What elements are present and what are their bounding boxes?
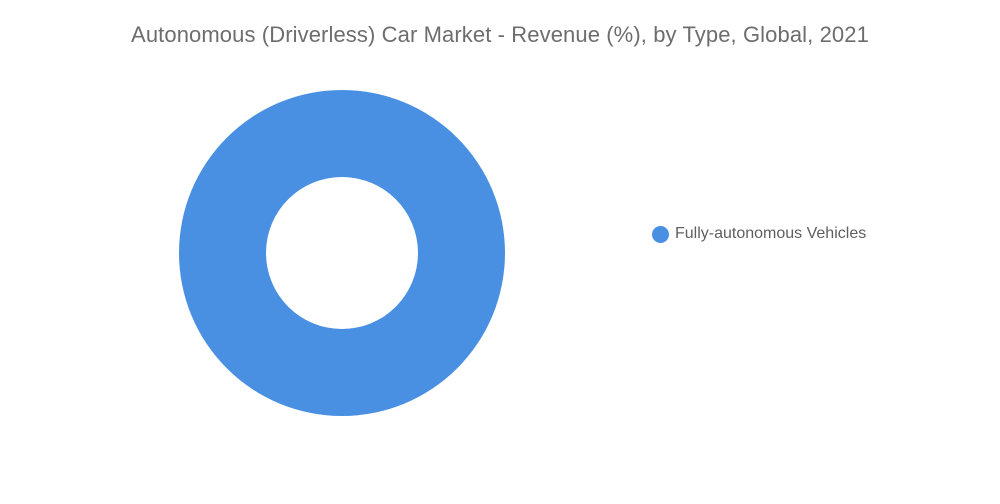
legend-swatch: [652, 225, 669, 243]
legend: Fully-autonomous Vehicles: [652, 225, 866, 243]
donut-slice-fully-autonomous-vehicles: [179, 90, 505, 416]
chart-title: Autonomous (Driverless) Car Market - Rev…: [131, 22, 869, 47]
donut-slices: [179, 90, 505, 416]
legend-label: Fully-autonomous Vehicles: [675, 225, 867, 242]
